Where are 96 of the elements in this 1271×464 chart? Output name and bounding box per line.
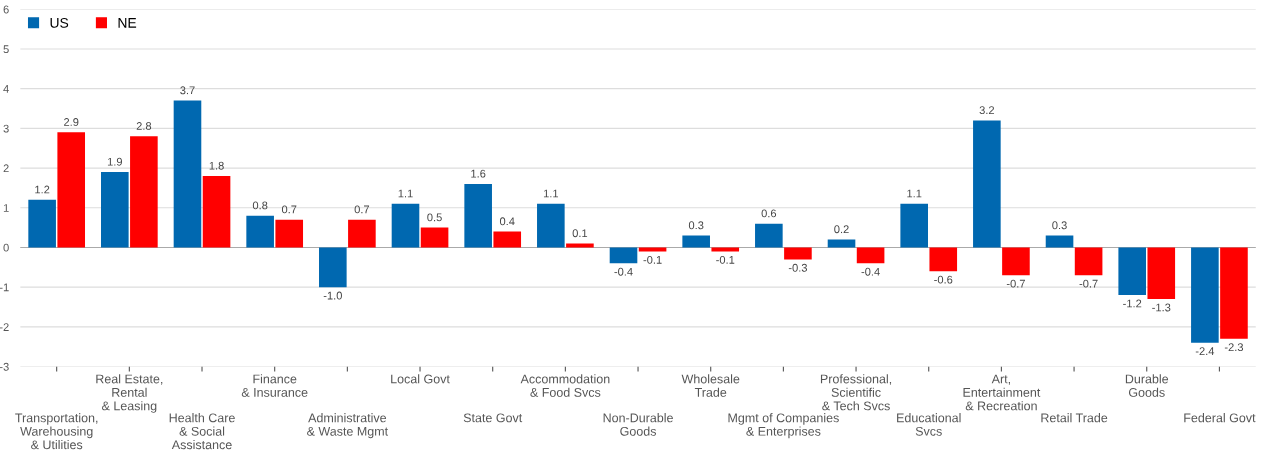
bar <box>1220 247 1248 339</box>
y-tick-label: 4 <box>3 85 9 93</box>
data-label: -0.3 <box>788 263 807 272</box>
data-label: 1.9 <box>107 157 123 166</box>
y-tick-label: -2 <box>0 323 9 331</box>
data-label: 2.9 <box>64 118 79 126</box>
data-label: -2.3 <box>1224 343 1244 352</box>
data-label: -0.4 <box>614 267 633 276</box>
data-label: -1.2 <box>1123 299 1142 308</box>
x-tick-label: Professional, Scientific & Tech Svcs <box>820 374 892 411</box>
bar <box>420 227 449 248</box>
x-tick-label: Non-Durable Goods <box>603 413 673 436</box>
x-tick-label: Art, Entertainment & Recreation <box>963 374 1041 411</box>
y-tick-label: 2 <box>3 164 9 173</box>
bar <box>609 247 638 264</box>
data-label: 0.5 <box>427 213 442 222</box>
x-tick-label: Educational Svcs <box>897 413 961 436</box>
data-label: 3.2 <box>979 106 995 115</box>
data-label: 0.3 <box>688 221 704 230</box>
data-label: -2.4 <box>1195 347 1215 355</box>
bar <box>391 203 420 248</box>
bar <box>638 247 667 252</box>
x-tick-label: Federal Govt <box>1184 413 1256 423</box>
bar <box>1045 235 1074 248</box>
data-label: 0.2 <box>834 225 849 234</box>
bar <box>348 219 376 248</box>
data-label: 0.7 <box>354 205 370 214</box>
data-label: 1.1 <box>907 189 922 198</box>
y-tick-label: 3 <box>3 124 9 133</box>
x-tick-label: Mgmt of Companies & Enterprises <box>728 413 839 439</box>
data-label: -1.0 <box>323 291 342 300</box>
bar <box>755 223 783 248</box>
x-tick-label: Real Estate, Rental & Leasing <box>96 374 163 413</box>
legend-label: US <box>50 17 69 28</box>
bar <box>275 219 304 248</box>
bar <box>173 100 202 248</box>
bar <box>319 247 347 288</box>
y-tick-label: -1 <box>0 283 9 292</box>
data-label: 2.8 <box>136 122 152 130</box>
y-tick-label: -3 <box>0 362 9 371</box>
x-tick-label: Finance & Insurance <box>241 374 308 397</box>
bar <box>28 199 56 248</box>
x-tick-label: Administrative & Waste Mgmt <box>307 413 389 439</box>
bar <box>973 120 1001 248</box>
data-label: 3.7 <box>180 86 195 95</box>
x-tick-label: Local Govt <box>391 374 450 384</box>
bar <box>202 176 231 248</box>
bar <box>1002 247 1030 276</box>
bar <box>537 203 565 248</box>
data-label: 1.2 <box>35 185 50 194</box>
y-tick-label: 6 <box>3 5 9 14</box>
y-tick-label: 1 <box>3 204 9 212</box>
data-label: 1.8 <box>209 161 224 170</box>
x-tick-label: Accommodation & Food Svcs <box>520 374 610 397</box>
x-tick-label: Transportation, Warehousing & Utilities <box>15 413 98 450</box>
bar <box>929 247 958 272</box>
bar <box>784 247 812 260</box>
x-tick-label: Health Care & Social Assistance <box>169 413 235 450</box>
bar <box>246 215 274 248</box>
data-label: 0.4 <box>499 217 515 226</box>
bar <box>130 136 158 248</box>
y-tick-label: 0 <box>3 243 9 252</box>
bar <box>1147 247 1176 300</box>
x-tick-label: Retail Trade <box>1041 413 1108 423</box>
data-label: -0.6 <box>934 275 953 284</box>
data-label: 0.1 <box>572 229 588 238</box>
data-label: 1.1 <box>398 189 413 198</box>
bar <box>682 235 710 248</box>
data-label: 0.6 <box>761 209 777 218</box>
bar <box>493 231 522 248</box>
data-label: 1.1 <box>543 189 559 198</box>
bar <box>900 203 928 248</box>
bar <box>566 243 594 248</box>
bar <box>856 247 885 264</box>
data-label: 1.6 <box>471 169 486 178</box>
bar <box>711 247 740 252</box>
y-tick-label: 5 <box>3 45 9 54</box>
data-label: 0.3 <box>1052 221 1067 230</box>
x-tick-label: Durable Goods <box>1125 374 1169 397</box>
data-label: -1.3 <box>1152 303 1171 312</box>
bar <box>57 132 86 248</box>
data-label: -0.1 <box>716 255 735 264</box>
x-tick-label: State Govt <box>463 413 523 423</box>
bar <box>1074 247 1103 276</box>
data-label: 0.8 <box>252 201 268 210</box>
data-label: -0.7 <box>1006 279 1025 288</box>
data-label: 0.7 <box>281 205 297 214</box>
data-label: -0.4 <box>861 267 880 276</box>
x-tick-label: Wholesale Trade <box>681 374 740 397</box>
bar <box>1191 247 1219 343</box>
bar <box>101 172 129 248</box>
legend-label: NE <box>118 18 137 28</box>
data-label: -0.7 <box>1079 279 1098 288</box>
bar <box>464 183 492 248</box>
data-label: -0.1 <box>643 255 662 264</box>
bar <box>1118 247 1147 296</box>
